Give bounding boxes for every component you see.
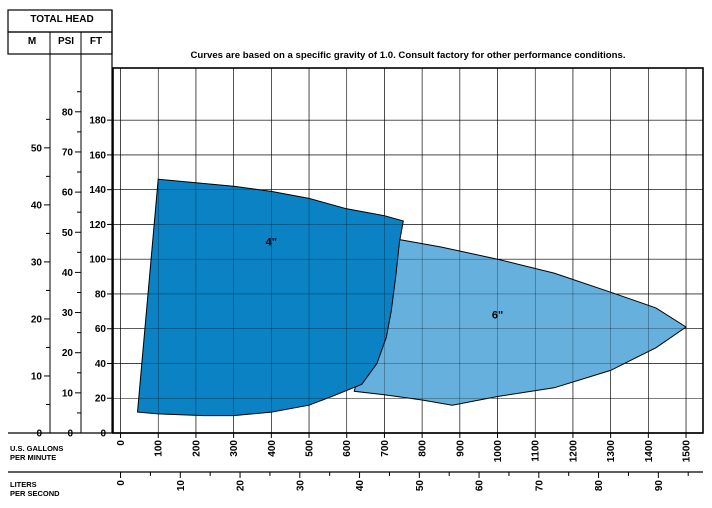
x-tick-label-gpm: 500 (305, 440, 316, 457)
y-tick-label-m: 0 (36, 429, 42, 440)
y-tick-label-psi: 30 (62, 308, 74, 319)
x-axis-title-lps: PER SECOND (10, 489, 60, 498)
y-tick-label-ft: 0 (100, 429, 106, 440)
y-tick-label-psi: 0 (67, 429, 73, 440)
x-tick-label-lps: 70 (534, 480, 545, 492)
y-tick-label-psi: 10 (62, 388, 74, 399)
y-tick-label-psi: 80 (62, 107, 74, 118)
tick-labels: 0204060801001201401601800102030405060708… (10, 91, 693, 498)
x-tick-label-gpm: 1100 (531, 440, 542, 462)
x-tick-label-gpm: 1300 (606, 440, 617, 463)
x-tick-label-gpm: 700 (380, 440, 391, 457)
y-tick-label-ft: 100 (89, 255, 106, 266)
x-tick-label-gpm: 300 (229, 440, 240, 457)
series-label: 4" (266, 236, 277, 248)
y-tick-label-psi: 20 (62, 348, 74, 359)
y-tick-label-m: 20 (31, 314, 43, 325)
x-tick-label-lps: 90 (654, 480, 665, 492)
x-tick-label-lps: 20 (236, 480, 247, 492)
x-tick-label-lps: 60 (475, 480, 486, 492)
series-area-4-inch (136, 178, 404, 417)
y-tick-label-m: 40 (31, 200, 43, 211)
column-psi-header: PSI (58, 36, 74, 47)
y-tick-label-psi: 70 (62, 147, 74, 158)
x-tick-label-lps: 50 (415, 480, 426, 492)
y-tick-label-ft: 180 (89, 116, 106, 127)
x-axis-title-gpm: U.S. GALLONS (10, 444, 63, 453)
frame (7, 9, 704, 473)
y-tick-label-psi: 40 (62, 268, 74, 279)
y-tick-label-psi: 50 (62, 228, 74, 239)
series-area (113, 68, 703, 434)
total-head-header: TOTAL HEAD (30, 14, 93, 25)
x-axis-title-gpm: PER MINUTE (10, 453, 56, 462)
series-labels: 6" 4" (266, 236, 504, 321)
x-tick-label-gpm: 0 (116, 440, 127, 446)
y-tick-label-m: 50 (31, 143, 43, 154)
y-tick-label-ft: 20 (95, 394, 107, 405)
x-tick-label-lps: 40 (355, 480, 366, 492)
series-label: 6" (492, 309, 503, 321)
y-tick-label-ft: 40 (95, 359, 107, 370)
y-tick-label-psi: 60 (62, 188, 74, 199)
x-tick-label-gpm: 100 (154, 440, 165, 457)
x-tick-label-gpm: 1000 (493, 440, 504, 463)
y-tick-label-ft: 140 (89, 185, 106, 196)
x-tick-label-gpm: 900 (455, 440, 466, 457)
x-tick-label-gpm: 1200 (568, 440, 579, 463)
column-m-header: M (28, 36, 36, 47)
x-tick-label-gpm: 600 (342, 440, 353, 457)
y-tick-label-ft: 60 (95, 324, 107, 335)
x-tick-label-gpm: 1400 (644, 440, 655, 463)
y-tick-label-m: 30 (31, 257, 43, 268)
y-tick-label-m: 10 (31, 371, 43, 382)
y-tick-label-ft: 160 (89, 150, 106, 161)
x-tick-label-lps: 80 (594, 480, 605, 492)
x-tick-label-lps: 0 (116, 480, 127, 486)
y-tick-label-ft: 80 (95, 289, 107, 300)
x-tick-label-lps: 30 (295, 480, 306, 492)
x-axis-title-lps: LITERS (10, 480, 37, 489)
x-tick-label-gpm: 800 (418, 440, 429, 457)
x-tick-label-lps: 10 (176, 480, 187, 492)
chart-title: Curves are based on a specific gravity o… (190, 50, 625, 61)
x-tick-label-gpm: 200 (191, 440, 202, 457)
series-area-6-inch (353, 237, 687, 406)
column-ft-header: FT (90, 36, 102, 47)
x-tick-label-gpm: 400 (267, 440, 278, 457)
y-tick-label-ft: 120 (89, 220, 106, 231)
x-tick-label-gpm: 1500 (682, 440, 693, 463)
